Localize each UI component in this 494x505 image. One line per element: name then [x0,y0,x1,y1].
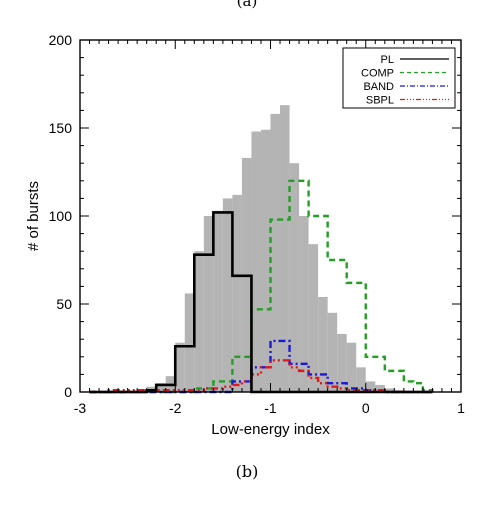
total-bar [232,194,242,392]
total-bar [337,333,347,392]
total-bar [289,163,300,392]
axis-ticks: -3 -2 -1 0 1 0 50 100 150 200 [49,32,465,416]
y-tick-label: 150 [49,120,73,136]
x-tick-label: 0 [362,400,370,416]
legend-label-pl: PL [381,54,394,66]
y-tick-label: 100 [49,208,73,224]
legend-label-comp: COMP [361,68,394,80]
x-tick-label: -1 [264,400,277,416]
total-bar [346,342,357,392]
total-bar [156,383,166,392]
total-bar [260,129,271,392]
total-bar [184,293,195,392]
total-bar [251,131,261,392]
total-bar [375,384,385,392]
total-bar [194,251,204,392]
total-bar [222,198,233,392]
legend-label-band: BAND [363,81,394,93]
total-bar [203,216,214,392]
legend-label-sbpl: SBPL [366,95,394,107]
legend-box [342,47,456,109]
y-tick-label: 50 [56,296,72,312]
y-tick-label: 200 [49,32,73,48]
x-tick-label: -2 [169,400,182,416]
x-tick-label: 1 [457,400,465,416]
panel-b-label: (b) [235,462,259,481]
panel-a-label: (a) [236,0,258,10]
total-bar [299,216,309,392]
total-bar [365,381,376,392]
x-tick-label: -3 [74,400,87,416]
total-bar [308,244,319,392]
y-tick-label: 0 [64,384,72,400]
total-bar [318,296,328,392]
total-bar [384,388,395,392]
series-sbpl-line [89,359,433,394]
total-bar [327,312,338,392]
total-bar [280,105,290,393]
total-bar [270,113,281,393]
total-bar [356,367,366,392]
y-axis-title: # of bursts [25,181,42,251]
x-axis-title: Low-energy index [211,421,330,438]
total-bar [213,210,223,392]
total-bar [175,342,185,392]
